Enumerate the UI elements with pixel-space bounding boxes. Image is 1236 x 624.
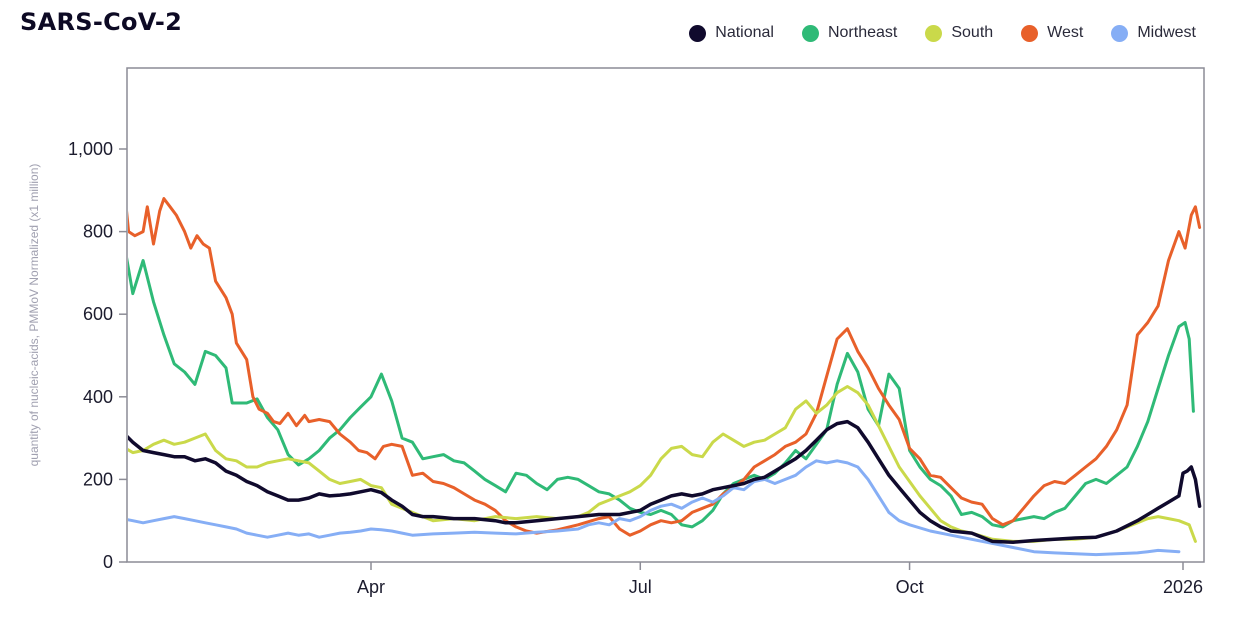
series-line-national[interactable] <box>102 419 1202 544</box>
legend-label-west: Midwest <box>1137 24 1196 41</box>
legend-dot-northeast <box>801 24 819 42</box>
y-axis-title: quantity of nucleic-acids, PMMoV Normali… <box>27 164 41 467</box>
legend-item-midwest[interactable]: West <box>1021 24 1083 42</box>
legend-dot-national <box>689 24 707 42</box>
legend-dot-south <box>925 24 943 42</box>
chart-title: SARS-CoV-2 <box>20 8 183 36</box>
x-tick-label: 2026 <box>1163 577 1203 597</box>
legend-item-west[interactable]: Midwest <box>1111 24 1196 42</box>
y-tick-label: 800 <box>83 222 113 242</box>
series-line-west[interactable] <box>102 459 1181 557</box>
legend-label-national: National <box>715 24 774 41</box>
legend: National Northeast South West Midwest <box>689 24 1196 42</box>
y-tick-label: 600 <box>83 304 113 324</box>
legend-dot-west <box>1111 24 1129 42</box>
legend-dot-midwest <box>1021 24 1039 42</box>
x-tick-label: Apr <box>357 577 385 597</box>
y-tick-label: 400 <box>83 387 113 407</box>
y-tick-label: 1,000 <box>68 139 113 159</box>
series-line-midwest[interactable] <box>102 112 1202 537</box>
plot-frame <box>126 67 1205 563</box>
y-tick-label: 200 <box>83 469 113 489</box>
legend-label-south: South <box>951 24 994 41</box>
legend-item-south[interactable]: South <box>925 24 993 42</box>
y-axis: 0 200 400 600 800 1,000 <box>68 139 127 572</box>
legend-label-midwest: West <box>1047 24 1084 41</box>
legend-label-northeast: Northeast <box>827 24 898 41</box>
x-tick-label: Oct <box>896 577 924 597</box>
x-tick-label: Jul <box>629 577 652 597</box>
legend-item-northeast[interactable]: Northeast <box>801 24 898 42</box>
x-axis: Apr Jul Oct 2026 <box>357 562 1203 597</box>
legend-item-national[interactable]: National <box>689 24 774 42</box>
series-line-northeast[interactable] <box>102 211 1195 529</box>
series-layer <box>102 112 1202 557</box>
y-tick-label: 0 <box>103 552 113 572</box>
